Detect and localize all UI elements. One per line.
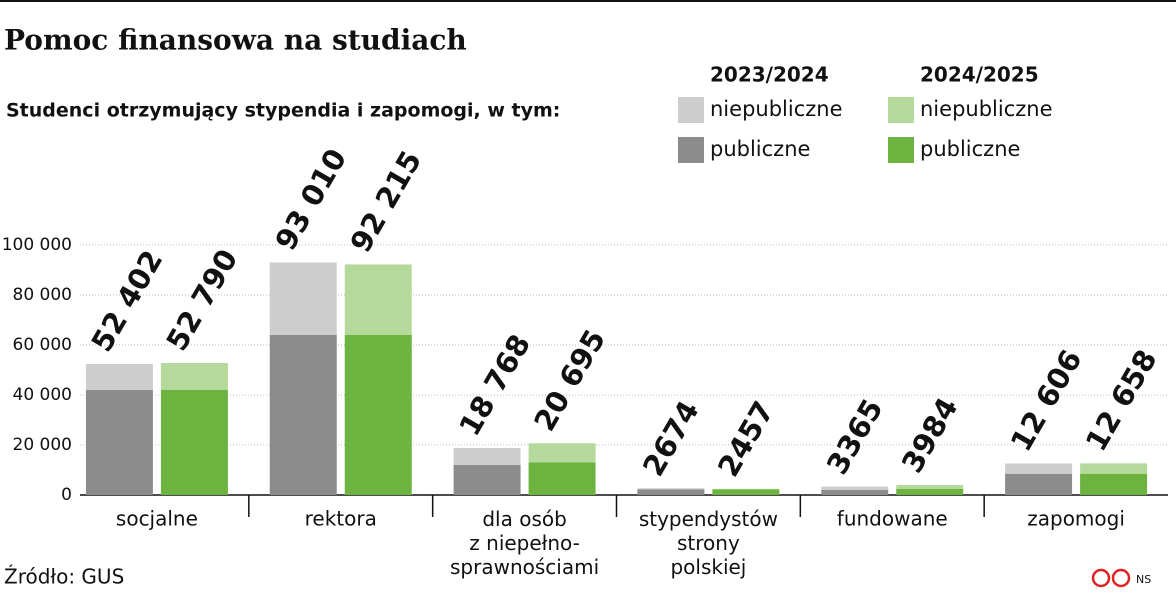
y-tick-label: 40 000 [13, 385, 72, 405]
logo [1091, 568, 1131, 588]
legend-header: 2023/2024 [710, 63, 829, 87]
x-tick-label: dla osób z niepełno-sprawnościami [450, 507, 599, 579]
legend-label: niepubliczne [710, 97, 843, 121]
bar-segment [528, 443, 596, 463]
bar-segment [1080, 473, 1148, 495]
bar-segment [821, 490, 889, 495]
total-label: 52 790 [160, 243, 245, 356]
bar-segment [821, 486, 889, 490]
total-label: 93 010 [268, 143, 353, 256]
total-label: 3984 [895, 392, 965, 479]
legend-swatch [678, 97, 704, 123]
y-tick-label: 60 000 [13, 335, 72, 355]
legend-swatch [678, 137, 704, 163]
bar-segment [1080, 463, 1148, 474]
legend-swatch [888, 137, 914, 163]
y-tick-label: 20 000 [13, 435, 72, 455]
total-label: 12 658 [1079, 344, 1164, 457]
bar-segment [896, 485, 964, 489]
x-tick-label: zapomogi [1027, 507, 1125, 531]
bar-segment [528, 462, 596, 495]
y-tick-label: 80 000 [13, 285, 72, 305]
total-label: 2674 [636, 395, 706, 482]
bar-segment [637, 489, 705, 495]
bar-segment [344, 335, 412, 495]
total-label: 3365 [820, 393, 890, 480]
chart-subtitle: Studenci otrzymujący stypendia i zapomog… [6, 100, 560, 122]
bar-segment [160, 363, 228, 390]
source: Źródło: GUS [4, 565, 124, 589]
legend-label: publiczne [920, 137, 1020, 161]
total-label: 92 215 [343, 145, 428, 258]
bar-segment [160, 390, 228, 495]
legend-header: 2024/2025 [920, 63, 1039, 87]
y-tick-label: 100 000 [2, 235, 72, 255]
total-label: 52 402 [85, 244, 170, 357]
bar-segment [269, 262, 337, 335]
legend-swatch [888, 97, 914, 123]
chart-title: Pomoc finansowa na studiach [4, 24, 467, 57]
total-label: 12 606 [1004, 344, 1089, 457]
bar-segment [85, 363, 153, 390]
legend-label: publiczne [710, 137, 810, 161]
x-tick-label: stypendystów strony polskiej [639, 507, 778, 579]
bar-segment [1005, 463, 1073, 474]
total-label: 20 695 [527, 324, 612, 437]
bar-segment [453, 465, 521, 495]
bar-segment [712, 489, 780, 495]
x-tick-label: fundowane [837, 507, 948, 531]
bar-segment [85, 390, 153, 495]
bar-segment [712, 488, 780, 490]
bar-segment [344, 264, 412, 335]
bar-segment [453, 448, 521, 465]
bar-segment [1005, 473, 1073, 495]
credit: NS [1136, 573, 1151, 586]
legend-label: niepubliczne [920, 97, 1053, 121]
bar-segment [896, 488, 964, 495]
x-tick-label: rektora [305, 507, 377, 531]
bar-segment [269, 335, 337, 495]
total-label: 2457 [711, 395, 781, 482]
bar-segment [637, 488, 705, 490]
x-tick-label: socjalne [116, 507, 198, 531]
y-tick-label: 0 [61, 485, 72, 505]
